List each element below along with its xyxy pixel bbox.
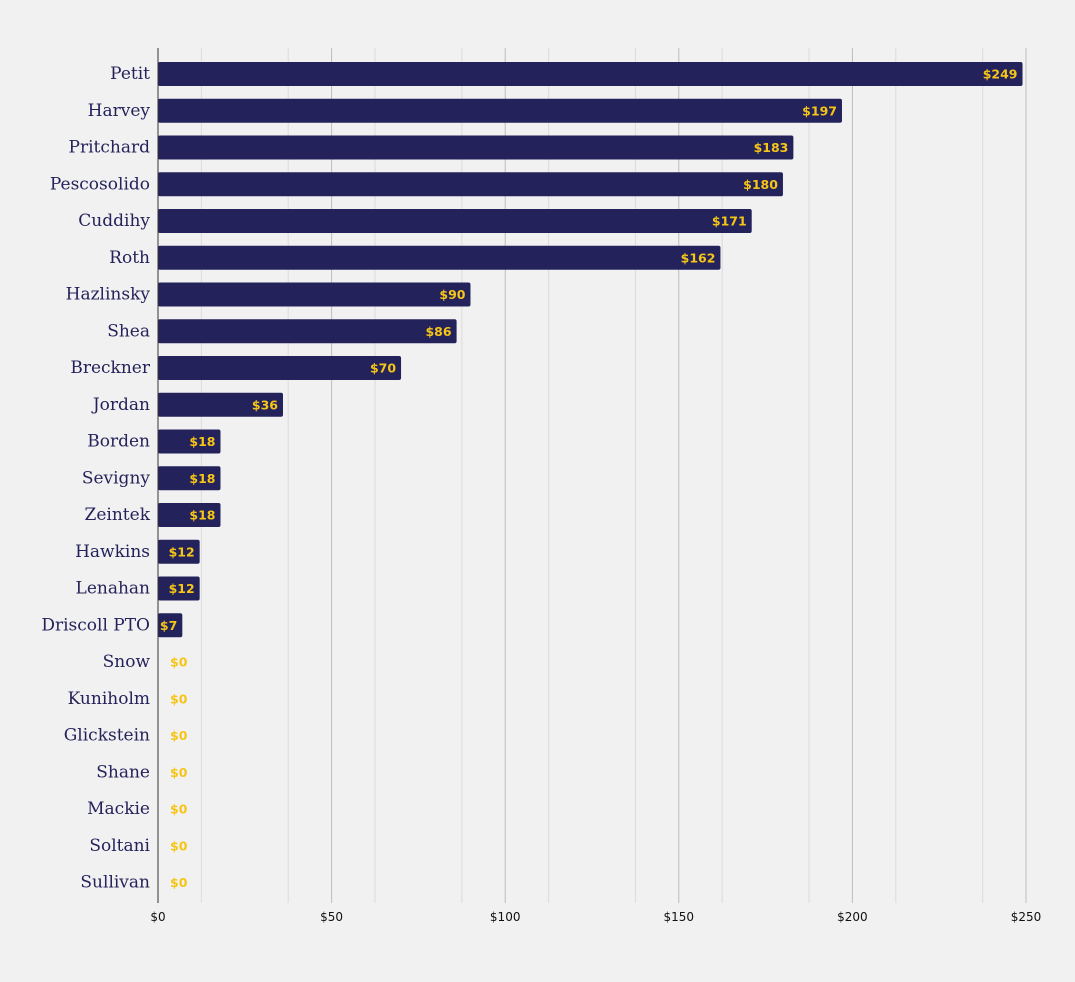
bar [158, 356, 402, 380]
category-label: Driscoll PTO [41, 615, 150, 635]
bar [158, 503, 221, 527]
value-label: $36 [252, 397, 278, 412]
bars: Petit $249 Harvey $197 Pritchard $183 Pescosol… [41, 62, 1023, 893]
value-label: $0 [170, 691, 188, 706]
bar [158, 135, 794, 160]
value-label: $162 [681, 250, 716, 265]
value-label: $183 [754, 140, 789, 155]
value-label: $18 [189, 508, 215, 523]
bar [158, 613, 183, 638]
value-label: $18 [189, 471, 215, 486]
category-label: Sullivan [80, 873, 150, 893]
category-label: Glickstein [64, 726, 150, 746]
category-label: Breckner [70, 358, 151, 378]
x-tick-label: $200 [837, 910, 868, 924]
value-label: $12 [169, 544, 195, 559]
value-label: $0 [170, 838, 188, 853]
category-label: Zeintek [85, 505, 151, 525]
value-label: $86 [425, 324, 451, 339]
bar [158, 209, 752, 233]
bar [158, 98, 842, 123]
category-label: Cuddihy [78, 211, 150, 231]
bar [158, 245, 721, 270]
category-label: Petit [110, 64, 150, 84]
bar [158, 392, 283, 417]
category-label: Sevigny [82, 468, 151, 488]
value-label: $0 [170, 802, 188, 817]
x-tick-label: $0 [150, 910, 165, 924]
bar [158, 539, 200, 564]
x-tick-label: $100 [490, 910, 521, 924]
category-label: Kuniholm [68, 689, 150, 709]
value-label: $7 [160, 618, 177, 633]
value-label: $0 [170, 765, 188, 780]
value-label: $171 [712, 214, 747, 229]
category-label: Pritchard [69, 138, 151, 158]
value-label: $18 [189, 434, 215, 449]
bar [158, 576, 200, 601]
category-label: Pescosolido [50, 174, 150, 194]
value-label: $0 [170, 875, 188, 890]
x-tick-label: $250 [1011, 910, 1042, 924]
value-label: $12 [169, 581, 195, 596]
category-label: Snow [103, 652, 151, 672]
bar [158, 319, 457, 344]
category-label: Shane [96, 762, 150, 782]
bar [158, 282, 471, 307]
value-label: $70 [370, 361, 396, 376]
category-label: Hazlinsky [66, 285, 151, 305]
category-label: Jordan [91, 395, 150, 415]
value-label: $0 [170, 655, 188, 670]
axes: $0 $50 $100 $150 $200 $250 [150, 48, 1041, 924]
category-label: Lenahan [76, 579, 151, 599]
category-label: Roth [109, 248, 150, 268]
value-label: $0 [170, 728, 188, 743]
value-label: $90 [439, 287, 465, 302]
bar [158, 466, 221, 491]
value-label: $180 [743, 177, 778, 192]
category-label: Hawkins [75, 542, 150, 562]
category-label: Soltani [89, 836, 150, 856]
x-tick-label: $150 [664, 910, 695, 924]
category-label: Mackie [87, 799, 150, 819]
category-label: Harvey [88, 101, 151, 121]
value-label: $249 [983, 67, 1018, 82]
category-label: Borden [87, 432, 150, 452]
bar [158, 429, 221, 454]
bar [158, 62, 1023, 86]
x-tick-label: $50 [320, 910, 343, 924]
category-label: Shea [107, 321, 150, 341]
value-label: $197 [802, 103, 837, 118]
bar [158, 172, 783, 197]
